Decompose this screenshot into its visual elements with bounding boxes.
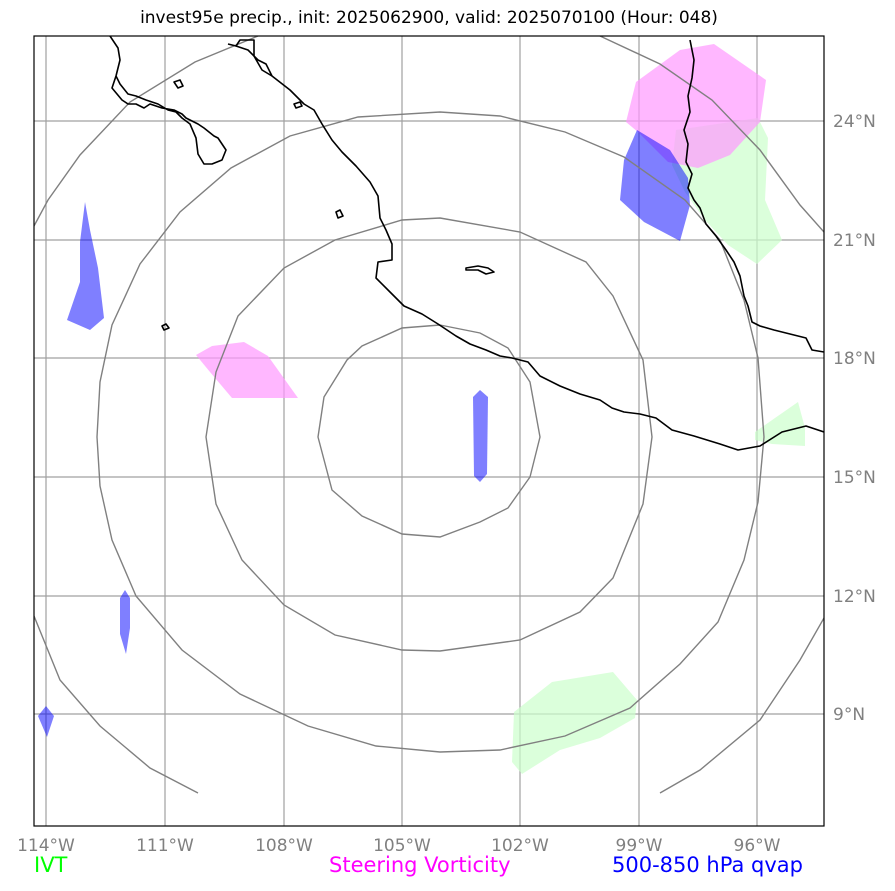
lon-label: 114°W — [17, 836, 75, 856]
range-ring-1 — [317, 324, 541, 538]
qvap-region-center — [473, 390, 488, 482]
island-small-2 — [161, 323, 170, 331]
map-frame — [33, 35, 825, 827]
island-small-4 — [293, 101, 303, 109]
lon-label: 102°W — [491, 836, 549, 856]
qvap-regions — [38, 130, 690, 737]
map-title: invest95e precip., init: 2025062900, val… — [140, 8, 718, 28]
qvap-region-west — [67, 202, 104, 330]
lon-label: 105°W — [373, 836, 431, 856]
lat-label: 18°N — [833, 349, 876, 369]
legend-ivt: IVT — [34, 853, 68, 877]
coastline — [109, 36, 824, 451]
lon-label: 99°W — [616, 836, 663, 856]
ivt-region-south — [512, 672, 637, 774]
ivt-region-east — [755, 402, 805, 446]
lat-label: 24°N — [833, 112, 876, 132]
steering-vorticity-regions — [196, 44, 766, 398]
steering-region-northeast — [626, 44, 766, 168]
lon-label: 96°W — [734, 836, 781, 856]
legend-steering-vorticity: Steering Vorticity — [329, 853, 511, 877]
island-small-3 — [173, 79, 184, 89]
steering-region-west — [196, 342, 298, 398]
lon-label: 108°W — [255, 836, 313, 856]
lat-label: 12°N — [833, 587, 876, 607]
lat-label: 15°N — [833, 468, 876, 488]
qvap-region-far-southwest — [38, 706, 54, 737]
baja-north-mainland — [235, 45, 273, 77]
lat-label: 21°N — [833, 231, 876, 251]
gridlines — [34, 36, 824, 826]
baja-peninsula — [109, 36, 227, 165]
range-rings — [34, 36, 824, 794]
lon-label: 111°W — [136, 836, 194, 856]
mainland-coast — [227, 39, 824, 451]
island-marias — [465, 265, 495, 275]
longitude-labels: 114°W 111°W 108°W 105°W 102°W 99°W 96°W — [17, 836, 781, 856]
range-ring-2 — [205, 217, 653, 652]
latitude-labels: 24°N 21°N 18°N 15°N 12°N 9°N — [833, 112, 876, 725]
mainland-coast-north — [683, 39, 824, 353]
qvap-region-northeast — [620, 130, 690, 241]
range-ring-4 — [34, 36, 824, 794]
range-ring-3 — [96, 111, 765, 753]
legend-qvap: 500-850 hPa qvap — [612, 853, 803, 877]
qvap-region-southwest — [120, 590, 130, 654]
lat-label: 9°N — [833, 705, 865, 725]
island-small-1 — [335, 209, 344, 219]
